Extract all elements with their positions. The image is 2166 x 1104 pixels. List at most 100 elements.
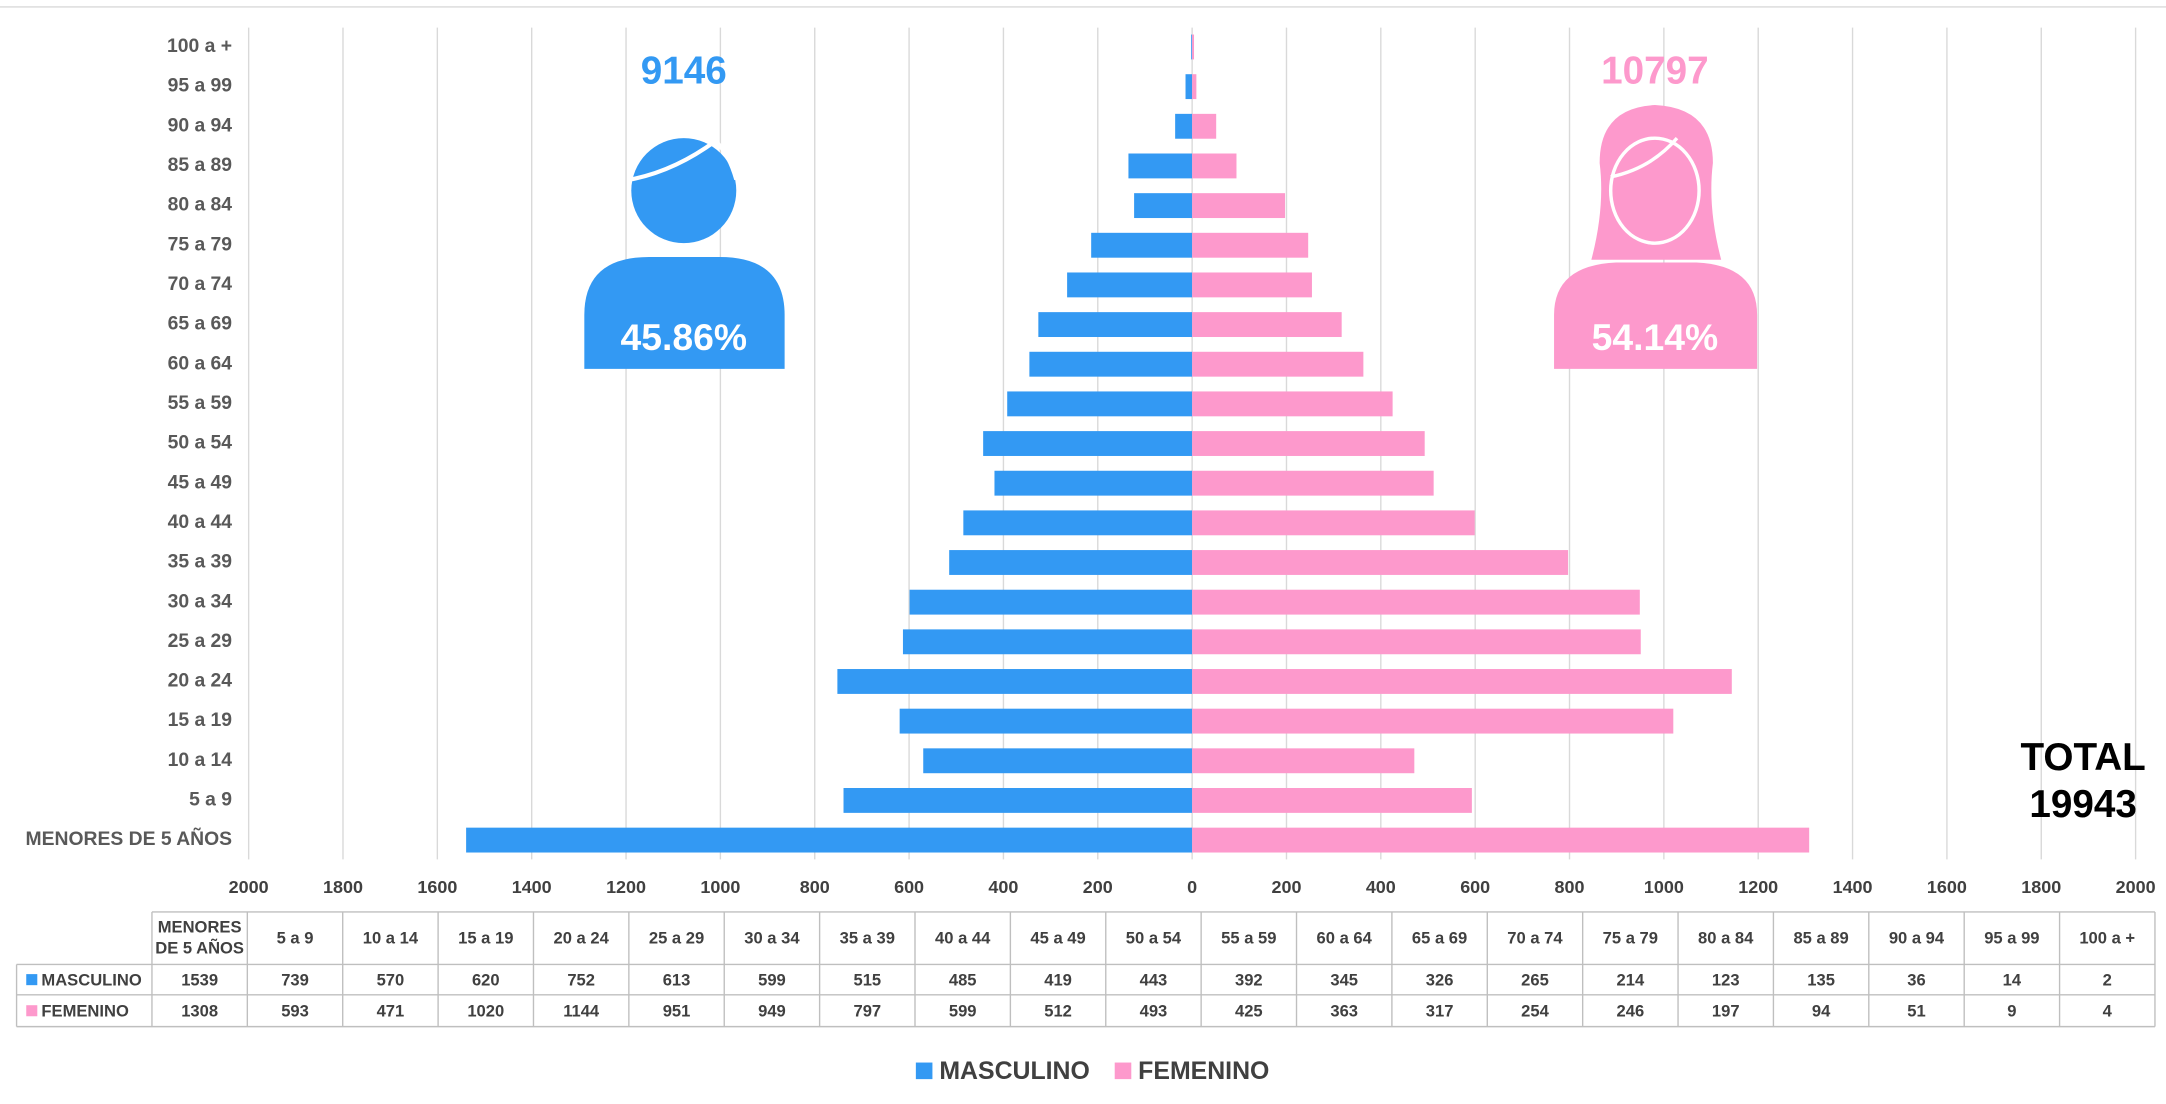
bar [1192, 629, 1641, 655]
bar [1185, 74, 1193, 100]
bar [1192, 669, 1732, 694]
y-tick-label: 85 a 89 [168, 154, 233, 176]
table-header-cell: 30 a 34 [744, 928, 799, 947]
table-header-text: 45 a 49 [1030, 927, 1086, 948]
table-cell: 197 [1712, 1001, 1740, 1020]
x-tick-label: 400 [1366, 877, 1396, 897]
table-header-cell: 75 a 79 [1602, 927, 1658, 948]
y-tick-label: 5 a 9 [189, 789, 232, 811]
table-header-text: 10 a 14 [362, 927, 419, 948]
bar [1067, 272, 1193, 298]
bar [1029, 351, 1193, 377]
table-cell: 51 [1907, 1001, 1925, 1020]
y-tick-label: 50 a 54 [168, 432, 233, 454]
table-cell: 443 [1140, 970, 1168, 989]
table-cell: 246 [1617, 1001, 1645, 1020]
table-header-text: 40 a 44 [935, 927, 991, 948]
table-cell: 94 [1812, 1001, 1831, 1020]
table-header-cell: 20 a 24 [554, 928, 609, 947]
bar [1192, 391, 1393, 417]
x-tick-label: 1600 [1927, 877, 1967, 897]
bar [994, 470, 1193, 496]
table-cell: 485 [949, 970, 977, 989]
table-cell: 613 [663, 970, 691, 989]
x-tick-label: 1800 [2021, 877, 2061, 897]
bar [949, 550, 1193, 575]
x-tick-label: 1800 [323, 877, 363, 897]
x-tick-label: 2000 [229, 877, 269, 897]
table-header-text: 60 a 64 [1316, 927, 1372, 948]
legend-key [1114, 1062, 1132, 1080]
table-header-text: 55 a 59 [1221, 927, 1277, 948]
bar [1192, 827, 1810, 853]
table-header-cell: 95 a 99 [1984, 928, 2039, 947]
table-header-text: 90 a 94 [1888, 927, 1945, 948]
table-cell: 599 [949, 1001, 977, 1020]
legend: MASCULINO FEMENINO [915, 1057, 1269, 1085]
table-cell: 471 [377, 1001, 405, 1020]
table-header-text: 25 a 29 [648, 927, 705, 948]
y-tick-label: 15 a 19 [168, 709, 233, 731]
table-header-cell: 35 a 39 [839, 927, 895, 948]
table-cell: 254 [1521, 1001, 1549, 1020]
bar [1192, 589, 1640, 615]
table-cell: 951 [663, 1001, 691, 1020]
bar [1175, 113, 1193, 139]
bar [1038, 312, 1193, 338]
table-cell: 14 [2003, 970, 2022, 989]
table-cell: 752 [567, 970, 595, 989]
bar [1192, 510, 1475, 536]
bar [837, 669, 1193, 694]
y-tick-label: 100 a + [167, 35, 232, 57]
bar [1192, 748, 1415, 774]
table-cell: 4 [2103, 1001, 2113, 1020]
legend-key [915, 1062, 933, 1080]
legend-label: MASCULINO [939, 1057, 1090, 1085]
y-tick-label: 90 a 94 [168, 114, 233, 136]
x-tick-label: 1000 [1644, 877, 1684, 897]
table-cell: 363 [1330, 1001, 1358, 1020]
y-tick-label: 80 a 84 [168, 194, 233, 216]
table-header-text: 35 a 39 [839, 927, 895, 948]
table-header-text: 5 a 9 [276, 927, 314, 948]
bar [1192, 113, 1217, 139]
table-legend-key [26, 1005, 38, 1017]
bar [1192, 232, 1309, 258]
y-tick-label: 40 a 44 [168, 511, 233, 533]
table-cell: 1539 [181, 970, 218, 989]
table-cell: 739 [281, 970, 309, 989]
x-tick-label: 800 [1555, 877, 1585, 897]
y-tick-label: 10 a 14 [168, 749, 233, 771]
table-cell: 1020 [467, 1001, 504, 1020]
table-cell: 512 [1044, 1001, 1072, 1020]
total-value: 19943 [2029, 783, 2137, 826]
x-tick-label: 800 [800, 877, 830, 897]
table-row-label: MASCULINO [41, 970, 141, 989]
table-cell: 135 [1807, 970, 1835, 989]
bar [1192, 34, 1195, 60]
table-header-text: MENORES DE 5 AÑOS [155, 917, 245, 958]
bar [1134, 193, 1193, 219]
table-header-cell: 100 a + [2079, 928, 2135, 947]
bar [1192, 550, 1569, 575]
table-row-label: FEMENINO [41, 1001, 129, 1020]
female-percent: 54.14% [1592, 316, 1718, 358]
table-cell: 392 [1235, 970, 1263, 989]
male-total: 9146 [641, 49, 727, 92]
table-cell: 493 [1140, 1001, 1168, 1020]
male-percent: 45.86% [621, 316, 747, 358]
x-tick-label: 200 [1083, 877, 1113, 897]
bar [1191, 34, 1193, 60]
table-cell: 599 [758, 970, 786, 989]
table-cell: 620 [472, 970, 500, 989]
x-tick-label: 1000 [700, 877, 740, 897]
table-header-text: 75 a 79 [1602, 927, 1658, 948]
bar [983, 431, 1193, 456]
table-cell: 515 [853, 970, 881, 989]
table-header-text: 15 a 19 [458, 927, 514, 948]
x-tick-label: 0 [1187, 877, 1197, 897]
table-header-text: 70 a 74 [1507, 927, 1563, 948]
bar [1192, 470, 1434, 496]
table-header-cell: 65 a 69 [1412, 928, 1467, 947]
